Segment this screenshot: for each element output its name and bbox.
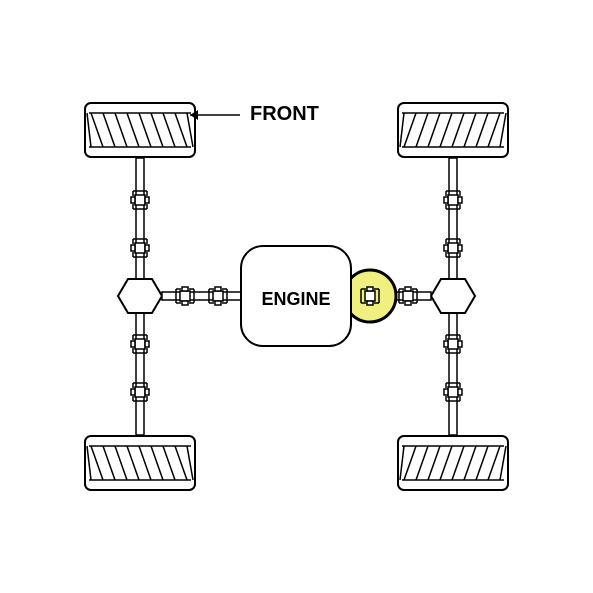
tire bbox=[85, 103, 195, 157]
engine-label: ENGINE bbox=[261, 289, 330, 309]
tire bbox=[398, 436, 508, 490]
drive-shaft bbox=[162, 292, 241, 300]
differential bbox=[431, 279, 475, 313]
differential bbox=[118, 279, 162, 313]
tire bbox=[398, 103, 508, 157]
drivetrain-diagram: FRONT ENGINE bbox=[0, 0, 593, 593]
tire bbox=[85, 436, 195, 490]
front-label: FRONT bbox=[250, 103, 319, 125]
